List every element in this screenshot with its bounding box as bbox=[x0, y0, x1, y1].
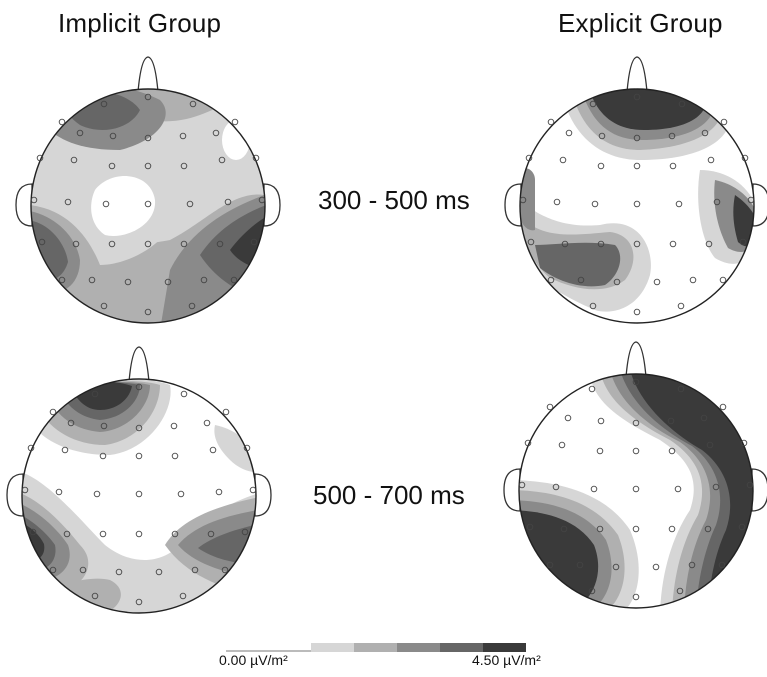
head-outline bbox=[503, 341, 767, 512]
scale-max-label: 4.50 µV/m² bbox=[472, 652, 541, 668]
electrode-markers bbox=[518, 378, 754, 601]
explicit-group-title: Explicit Group bbox=[558, 8, 723, 38]
electrode-markers bbox=[519, 93, 755, 316]
head-outline bbox=[6, 346, 272, 517]
potential-contours bbox=[519, 374, 753, 608]
potential-contours bbox=[520, 89, 754, 323]
scale-min-label: 0.00 µV/m² bbox=[219, 652, 288, 668]
head-outline bbox=[15, 56, 281, 227]
time-window-label-2: 500 - 700 ms bbox=[313, 480, 465, 510]
potential-contours bbox=[31, 89, 265, 323]
head-outline bbox=[504, 56, 767, 227]
implicit-group-title: Implicit Group bbox=[58, 8, 222, 38]
electrode-markers bbox=[30, 93, 266, 316]
time-window-label-1: 300 - 500 ms bbox=[318, 185, 470, 215]
electrode-markers bbox=[21, 383, 257, 606]
